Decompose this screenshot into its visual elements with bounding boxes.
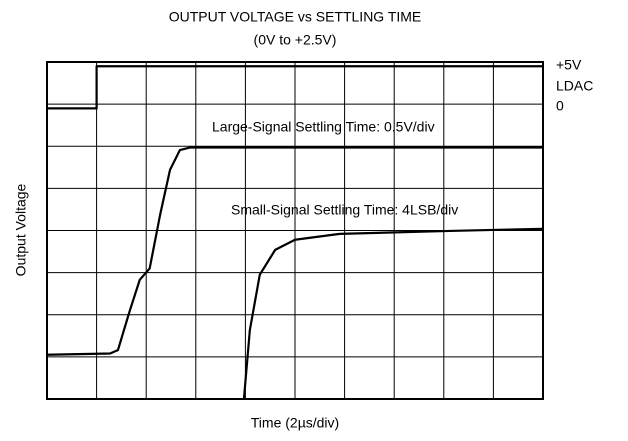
trace (47, 65, 543, 110)
trace (242, 227, 544, 400)
trace (46, 146, 543, 356)
x-axis-label: Time (2µs/div) (251, 415, 339, 431)
annotation: LDAC (556, 78, 593, 94)
annotation: 0 (556, 98, 564, 114)
y-axis-label: Output Voltage (13, 183, 29, 276)
annotation: Small-Signal Settling Time: 4LSB/div (231, 202, 458, 218)
chart-title: OUTPUT VOLTAGE vs SETTLING TIME (169, 9, 422, 25)
annotation: +5V (556, 57, 582, 73)
chart-subtitle: (0V to +2.5V) (254, 32, 337, 48)
annotation: Large-Signal Settling Time: 0.5V/div (212, 119, 435, 135)
